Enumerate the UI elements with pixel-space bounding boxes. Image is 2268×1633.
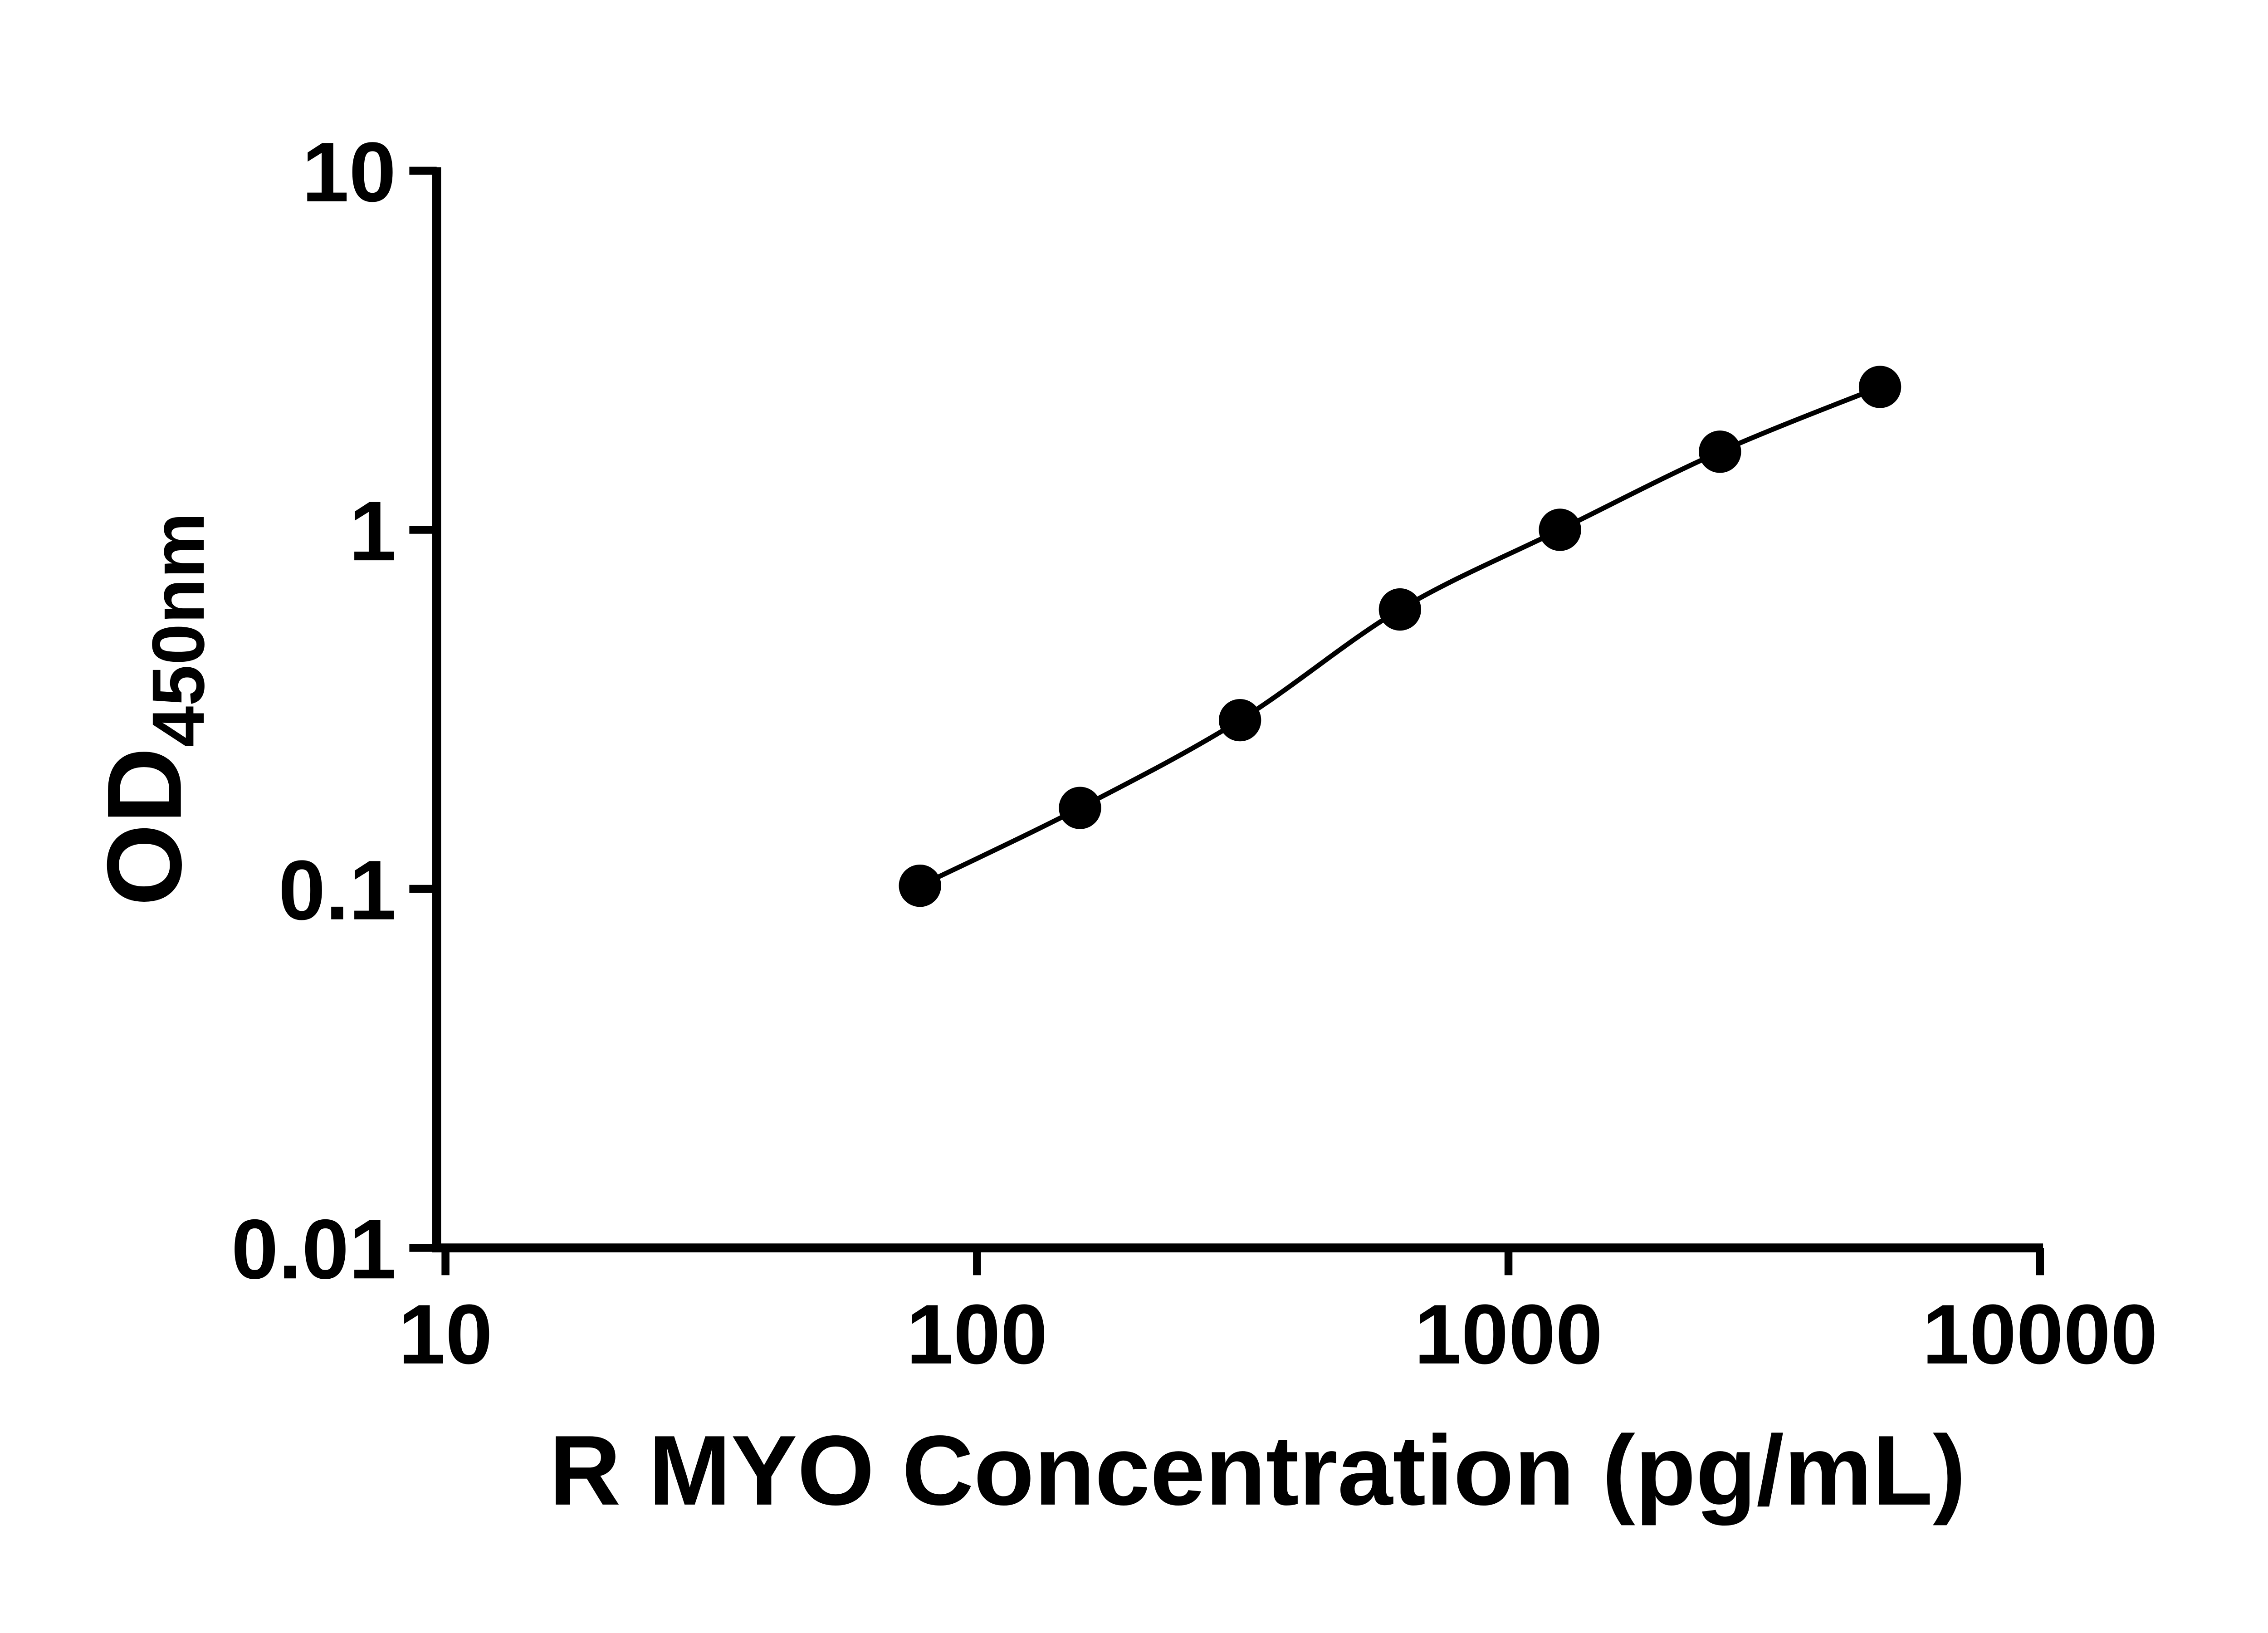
data-point — [1699, 430, 1741, 473]
y-tick-label: 0.01 — [231, 1202, 396, 1296]
data-point — [1218, 699, 1261, 742]
data-point — [899, 864, 941, 907]
y-axis-title: OD450nm — [86, 513, 220, 906]
x-tick-label: 100 — [906, 1287, 1047, 1382]
data-point — [1858, 366, 1901, 408]
data-point — [1539, 508, 1581, 551]
data-point — [1378, 588, 1422, 631]
x-tick-label: 1000 — [1414, 1287, 1603, 1382]
y-tick-label: 10 — [302, 125, 396, 220]
x-tick-label: 10 — [398, 1287, 493, 1382]
y-tick-label: 0.1 — [279, 843, 396, 938]
data-point — [1059, 787, 1101, 829]
x-tick-label: 10000 — [1922, 1287, 2158, 1382]
y-tick-label: 1 — [349, 484, 396, 578]
x-axis-title: R MYO Concentration (pg/mL) — [549, 1415, 1966, 1526]
